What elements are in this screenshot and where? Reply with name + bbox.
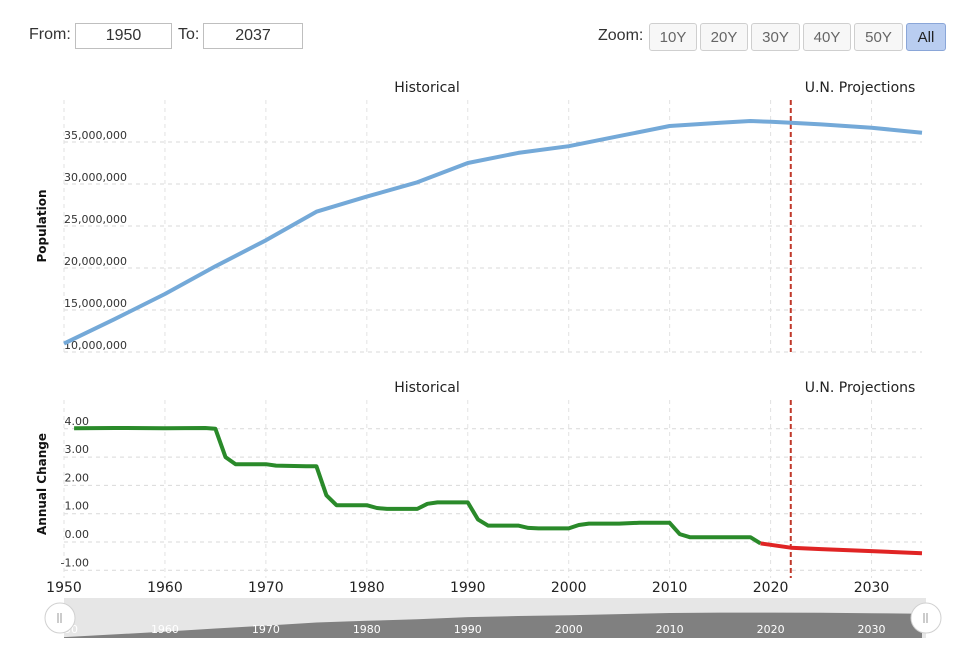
annual-change-y-tick-label: 1.00 — [65, 500, 90, 513]
population-axis-label: Population — [35, 189, 49, 262]
population-y-tick-label: 15,000,000 — [64, 297, 127, 310]
x-axis: 1950 1960 1970 1980 1990 2000 2010 2020 2030 — [46, 580, 889, 596]
navigator-right-handle[interactable] — [910, 602, 942, 634]
to-label: To: — [178, 26, 200, 43]
annual-change-y-tick-label: -1.00 — [61, 556, 89, 569]
zoom-label: Zoom: — [598, 27, 644, 44]
x-tick-label: 2000 — [551, 580, 587, 596]
population-y-tick-label: 35,000,000 — [64, 129, 127, 142]
lower-historical-label: Historical — [394, 380, 460, 396]
zoom-40y-button[interactable]: 40Y — [803, 23, 851, 51]
population-y-tick-label: 30,000,000 — [64, 171, 127, 184]
annual-change-y-axis: -1.00 0.00 1.00 2.00 3.00 4.00 — [61, 415, 89, 570]
x-tick-label: 1970 — [248, 580, 284, 596]
toolbar: From: To: Zoom: 10Y 20Y 30Y 40Y 50Y All — [0, 0, 974, 70]
annual-change-gridlines — [63, 400, 922, 578]
x-tick-label: 1980 — [349, 580, 385, 596]
x-tick-label: 1990 — [450, 580, 486, 596]
annual-change-y-tick-label: 4.00 — [65, 415, 90, 428]
from-date-input[interactable] — [75, 23, 172, 49]
population-series-line — [63, 119, 923, 346]
population-y-axis: 10,000,000 15,000,000 20,000,000 25,000,000… — [64, 129, 127, 352]
x-tick-label: 2020 — [753, 580, 789, 596]
historical-change-line — [74, 426, 762, 546]
annual-change-axis-label: Annual Change — [35, 433, 49, 535]
zoom-30y-button[interactable]: 30Y — [751, 23, 800, 51]
x-tick-label: 1950 — [46, 580, 82, 596]
upper-projections-label: U.N. Projections — [805, 80, 916, 96]
x-tick-label: 2010 — [652, 580, 688, 596]
from-label: From: — [29, 26, 71, 43]
navigator-tick-label: 2020 — [757, 623, 785, 636]
navigator-tick-label: 2000 — [555, 623, 583, 636]
projected-change-line — [760, 541, 923, 556]
zoom-20y-button[interactable]: 20Y — [700, 23, 748, 51]
navigator-tick-label: 1970 — [252, 623, 280, 636]
navigator-tick-label: 2030 — [858, 623, 886, 636]
zoom-10y-button[interactable]: 10Y — [649, 23, 697, 51]
population-gridlines — [63, 100, 922, 353]
annual-change-y-tick-label: 2.00 — [65, 471, 90, 484]
zoom-50y-button[interactable]: 50Y — [854, 23, 903, 51]
population-y-tick-label: 10,000,000 — [64, 339, 127, 352]
navigator-left-handle[interactable] — [44, 602, 76, 634]
annual-change-y-tick-label: 0.00 — [65, 528, 90, 541]
x-tick-label: 2030 — [854, 580, 890, 596]
navigator-tick-label: 1990 — [454, 623, 482, 636]
annual-change-y-tick-label: 3.00 — [65, 443, 90, 456]
lower-projections-label: U.N. Projections — [805, 380, 916, 396]
upper-historical-label: Historical — [394, 80, 460, 96]
navigator-tick-label: 1980 — [353, 623, 381, 636]
to-date-input[interactable] — [203, 23, 303, 49]
navigator-area — [64, 612, 922, 638]
x-tick-label: 1960 — [147, 580, 183, 596]
navigator-tick-label: 1960 — [151, 623, 179, 636]
navigator-tick-label: 2010 — [656, 623, 684, 636]
population-y-tick-label: 25,000,000 — [64, 213, 127, 226]
zoom-all-button[interactable]: All — [906, 23, 946, 51]
population-y-tick-label: 20,000,000 — [64, 255, 127, 268]
